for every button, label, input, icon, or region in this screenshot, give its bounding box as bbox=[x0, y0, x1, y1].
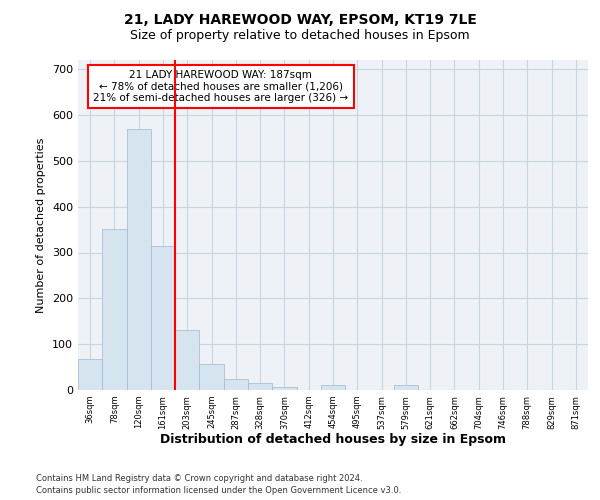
Text: Size of property relative to detached houses in Epsom: Size of property relative to detached ho… bbox=[130, 29, 470, 42]
Text: 21, LADY HAREWOOD WAY, EPSOM, KT19 7LE: 21, LADY HAREWOOD WAY, EPSOM, KT19 7LE bbox=[124, 12, 476, 26]
Bar bbox=[394, 386, 418, 390]
Y-axis label: Number of detached properties: Number of detached properties bbox=[37, 138, 46, 312]
Bar bbox=[127, 128, 151, 390]
Bar bbox=[175, 330, 199, 390]
Bar bbox=[248, 383, 272, 390]
Bar bbox=[151, 246, 175, 390]
Bar bbox=[78, 359, 102, 390]
Bar bbox=[224, 378, 248, 390]
Text: Contains HM Land Registry data © Crown copyright and database right 2024.: Contains HM Land Registry data © Crown c… bbox=[36, 474, 362, 483]
Bar bbox=[102, 228, 127, 390]
Bar bbox=[199, 364, 224, 390]
Bar bbox=[272, 387, 296, 390]
Text: Contains public sector information licensed under the Open Government Licence v3: Contains public sector information licen… bbox=[36, 486, 401, 495]
Bar bbox=[321, 386, 345, 390]
Text: Distribution of detached houses by size in Epsom: Distribution of detached houses by size … bbox=[160, 432, 506, 446]
Text: 21 LADY HAREWOOD WAY: 187sqm
← 78% of detached houses are smaller (1,206)
21% of: 21 LADY HAREWOOD WAY: 187sqm ← 78% of de… bbox=[93, 70, 349, 103]
